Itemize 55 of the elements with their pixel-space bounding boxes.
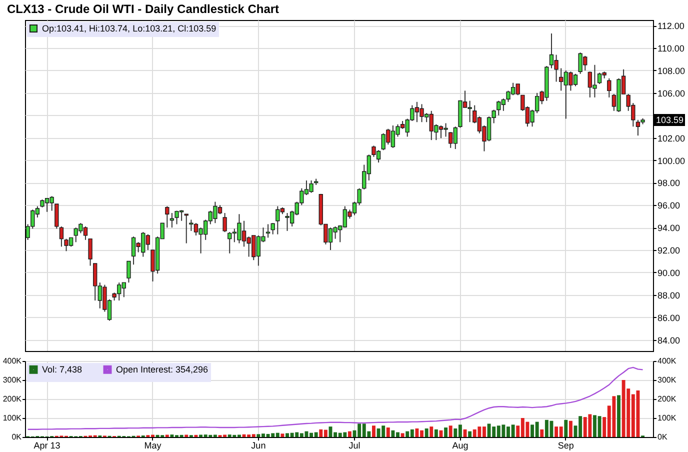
bar [348, 431, 352, 437]
y-tick-label: 0K [12, 432, 22, 442]
y-tick-label: 106.00 [658, 88, 686, 98]
bar [386, 428, 390, 437]
x-tick-label: Jul [348, 440, 360, 450]
candlestick [59, 226, 64, 248]
bar [468, 431, 472, 437]
bar [617, 395, 620, 437]
y-tick-label: 102.00 [658, 133, 686, 144]
legend-label: Op:103.41, Hi:103.74, Lo:103.21, Cl:103.59 [42, 24, 216, 34]
y-tick-label: 110.00 [658, 44, 684, 54]
legend-label: Open Interest: 354,296 [116, 364, 208, 375]
y-tick-label: 92.00 [658, 246, 680, 256]
bar [372, 426, 376, 437]
y-tick-label: 200K [2, 394, 22, 404]
candlestick [88, 238, 92, 266]
bar [424, 428, 428, 437]
candlestick [126, 260, 131, 284]
x-tick-label: Apr 13 [34, 440, 60, 450]
x-tick-label: Aug [452, 440, 468, 450]
y-tick-label: 90.00 [658, 268, 680, 278]
y-tick-label: 100K [2, 414, 22, 422]
line-series [27, 366, 644, 430]
candlestick [266, 224, 270, 238]
bar [434, 429, 438, 437]
y-tick-label: 88.00 [658, 290, 680, 300]
bar [448, 426, 452, 437]
chart-title: CLX13 - Crude Oil WTI - Daily Candlestick Chart [7, 2, 280, 16]
candlestick [54, 204, 59, 230]
y-tick-label: 98.00 [658, 178, 680, 188]
legend-label: Vol: 7,438 [42, 364, 82, 375]
y-tick-label: 84.00 [658, 335, 680, 346]
y-tick-label: 100.00 [658, 156, 686, 166]
y-tick-label: 108.00 [658, 66, 686, 76]
x-tick-label: Sep [558, 440, 574, 450]
candlestick [270, 222, 275, 235]
y-tick-label: 96.00 [658, 200, 680, 211]
candlestick [222, 212, 227, 233]
candlestick [165, 206, 170, 228]
y-tick-label: 400K [2, 356, 22, 366]
bar [564, 420, 568, 437]
y-tick-label: 94.00 [658, 223, 680, 234]
x-tick-label: May [144, 440, 162, 450]
annotation: 103.59 [656, 114, 684, 125]
y-tick-label: 112.00 [658, 21, 684, 32]
bar [430, 426, 434, 437]
bar [444, 428, 448, 437]
candlestick [607, 78, 612, 98]
y-tick-label: 300K [2, 376, 22, 384]
bar [400, 433, 404, 437]
bar [280, 434, 284, 437]
y-tick-label: 86.00 [658, 312, 680, 323]
bar [568, 420, 572, 437]
x-tick-label: Jun [251, 440, 266, 450]
bar [540, 429, 544, 437]
